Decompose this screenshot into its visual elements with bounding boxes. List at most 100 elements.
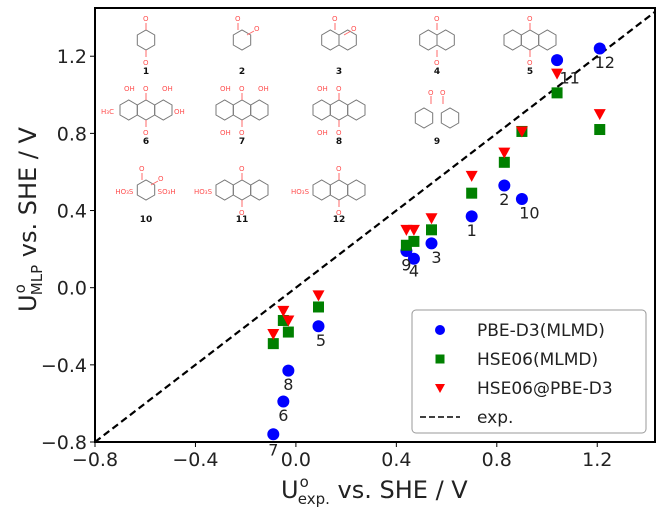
ring [440,107,460,129]
ring [119,99,138,121]
y-tick-label: 0.4 [57,201,87,223]
point-circle-12 [593,42,606,55]
x-axis-title: Uo exp. vs. SHE / V [281,473,468,508]
point-label: 8 [283,375,293,394]
legend-label: exp. [477,408,513,428]
hydroxyl-group: OH [220,129,231,137]
point-circle-10 [515,192,528,205]
legend-marker-square [435,354,445,364]
oxygen-atom: O [143,129,149,137]
legend-marker-triangle-down [435,384,445,393]
point-label: 2 [499,190,509,209]
ring [503,29,522,51]
molecule-number: 11 [236,215,249,225]
molecule-12: O O HO₃S 12 [291,165,366,225]
molecule-10: O O HO₃S SO₃H 10 [115,165,175,225]
data-points [267,42,606,441]
point-square-7 [267,338,279,350]
molecule-6: O O OH OH H₃C OH 6 [101,85,185,147]
point-triangle-down-3 [425,213,438,225]
ring [436,29,455,51]
ring [136,99,156,121]
point-triangle-down-6 [277,305,290,317]
point-square-6 [277,314,289,326]
point-square-1 [466,187,478,199]
point-label: 12 [595,53,615,72]
point-square-12 [594,124,606,136]
molecule-number: 4 [434,67,440,77]
point-circle-1 [465,210,478,223]
point-circle-6 [277,395,290,408]
molecule-number: 1 [143,67,149,77]
ring [215,99,234,121]
point-label: 11 [559,68,579,87]
molecule-number: 10 [140,215,153,225]
point-square-11 [551,87,563,99]
x-tick-label: −0.8 [72,449,118,471]
carbonyl-bond [246,30,255,36]
molecule-number: 5 [527,67,533,77]
ring [136,179,156,201]
oxygen-atom: O [527,59,533,67]
ring [154,99,173,121]
ring [347,99,366,121]
oxygen-atom: O [434,15,440,23]
point-square-3 [426,224,438,236]
oxygen-atom: O [254,25,260,33]
carbonyl-bond [343,30,352,36]
oxygen-atom: O [336,165,342,173]
ring [250,179,269,201]
hydroxyl-group: OH [124,85,135,93]
y-tick-label: 0.8 [57,123,87,145]
legend-label: HSE06@PBE-D3 [477,379,613,399]
ring [419,29,438,51]
x-tick-label: 0.0 [281,449,311,471]
oxygen-atom: O [336,85,342,93]
hydroxyl-group: OH [317,129,328,137]
oxygen-atom: O [332,15,338,23]
point-triangle-down-1 [465,170,478,182]
point-triangle-down-2 [498,147,511,159]
oxygen-atom: O [440,89,446,97]
ring [329,99,349,121]
ticks: −0.8 −0.4 0.0 0.4 0.8 1.2 −0.8 −0.4 0.0 0.4 0.8 1.2 [41,46,612,471]
carbonyl-bond [150,180,159,186]
point-circle-11 [551,54,564,67]
ring [136,29,156,51]
oxygen-atom: O [143,59,149,67]
y-tick-label: −0.8 [41,432,87,454]
oxygen-atom: O [428,89,434,97]
hydroxyl-group: OH [174,108,185,116]
point-label: 10 [519,203,539,222]
legend: PBE-D3(MLMD) HSE06(MLMD) HSE06@PBE-D3 exp. [411,309,647,434]
legend-marker-circle [435,325,445,335]
legend-box [411,309,647,434]
reference-line-exp [94,10,656,443]
oxygen-atom: O [143,85,149,93]
point-label: 7 [268,441,278,460]
molecule-8: O O OH OH 8 [312,85,366,147]
molecule-number: 3 [336,67,342,77]
methyl-group: H₃C [101,108,114,116]
hydroxyl-group: OH [317,85,328,93]
oxygen-atom: O [336,209,342,217]
oxygen-atom: O [158,175,164,183]
point-triangle-down-11 [551,68,564,80]
point-circle-4 [407,252,420,265]
point-circle-8 [282,364,295,377]
oxygen-atom: O [336,129,342,137]
molecule-1: OO1 [136,15,156,77]
hydroxyl-group: OH [258,85,269,93]
oxygen-atom: O [239,209,245,217]
hydroxyl-group: OH [162,85,173,93]
molecule-3: O O 3 [321,15,357,77]
oxygen-atom: O [239,129,245,137]
point-triangle-down-4 [407,224,420,236]
sulfonic-group: HO₃S [291,188,310,196]
molecule-9: O O 9 [414,89,460,147]
oxygen-atom: O [143,15,149,23]
oxygen-atom: O [235,15,241,23]
sulfonic-group: HO₃S [115,188,134,196]
x-tick-label: −0.4 [172,449,218,471]
